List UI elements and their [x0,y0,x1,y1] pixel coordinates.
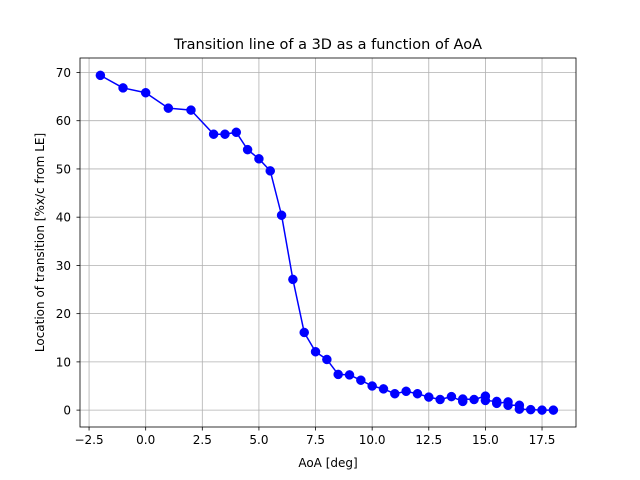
data-point [356,375,366,385]
y-tick-label: 30 [56,259,71,273]
ticks-layer: −2.5 0.0 2.5 5.0 7.5 10.0 12.5 15.0 17.5 0 10 20 30 4… [56,66,556,447]
data-point [435,394,445,405]
y-tick-label: 40 [56,211,71,225]
data-point [118,83,128,93]
y-tick-label: 50 [56,162,71,176]
data-point [525,404,536,415]
y-tick-label: 20 [56,307,71,321]
data-point [367,381,377,391]
plot-area [80,58,576,427]
series-layer [95,70,559,415]
data-point [491,398,502,409]
x-tick-label: 17.5 [529,433,556,447]
x-tick-label: 5.0 [249,433,268,447]
x-tick-label: 10.0 [359,433,386,447]
data-point [390,388,400,399]
data-point [537,405,547,415]
x-tick-label: 15.0 [472,433,499,447]
data-point [140,87,151,98]
data-point [458,394,468,404]
data-point [424,392,434,402]
data-point [208,129,219,139]
data-point [412,388,423,399]
data-point [514,404,525,414]
data-point [401,386,411,397]
data-point [220,129,230,139]
x-tick-label: 2.5 [193,433,212,447]
y-tick-label: 10 [56,355,71,369]
y-tick-label: 0 [63,404,71,418]
data-point [446,391,457,402]
data-point [310,347,321,357]
x-tick-label: 12.5 [415,433,442,447]
data-point [299,327,309,338]
x-axis-label: AoA [deg] [298,456,357,470]
data-point [469,394,479,405]
x-tick-label: 0.0 [136,433,155,447]
y-tick-label: 70 [56,66,71,80]
data-point [265,166,275,176]
chart-title: Transition line of a 3D as a function of… [173,37,482,53]
data-point [254,154,264,164]
data-point [163,103,174,113]
data-point [186,105,196,115]
data-point [231,127,242,138]
data-point [548,405,559,415]
y-axis-label: Location of transition [%x/c from LE] [33,133,47,352]
data-point [378,384,389,394]
data-point [288,274,298,285]
data-point [503,400,513,411]
x-tick-label: 7.5 [306,433,325,447]
data-point [480,395,491,406]
data-point [276,210,287,220]
data-point [95,70,106,81]
data-point [344,370,355,380]
data-point [333,369,343,380]
data-point [322,354,332,365]
y-tick-label: 60 [56,114,71,128]
data-point [242,144,253,155]
plot-frame [79,57,577,428]
x-tick-label: −2.5 [74,433,103,447]
